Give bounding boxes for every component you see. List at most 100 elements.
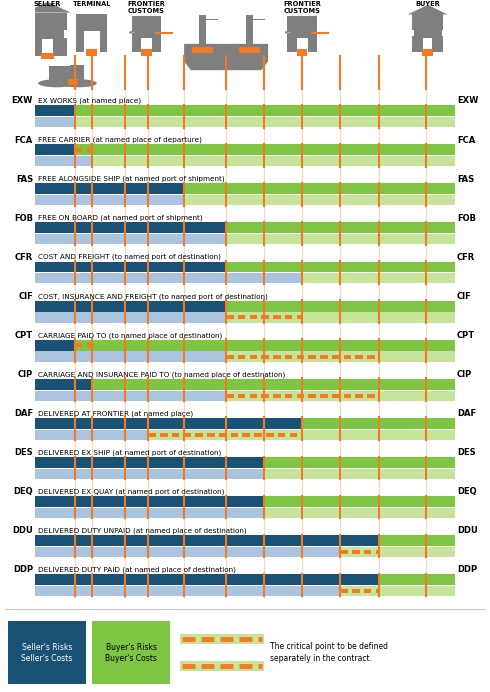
Bar — [422, 50, 433, 56]
Polygon shape — [24, 2, 71, 12]
Bar — [141, 38, 152, 52]
Bar — [49, 66, 72, 81]
Text: DAF: DAF — [14, 409, 33, 418]
Bar — [92, 156, 455, 166]
Bar — [35, 222, 226, 233]
Text: FOB: FOB — [14, 214, 33, 223]
Text: EXW: EXW — [12, 96, 33, 105]
Bar — [341, 586, 379, 596]
Bar — [84, 31, 99, 52]
Text: The critical point to be defined
separately in the contract.: The critical point to be defined separat… — [270, 642, 388, 663]
Bar — [35, 390, 379, 401]
Text: DES: DES — [457, 448, 476, 457]
Bar — [75, 105, 455, 116]
Bar — [226, 312, 302, 322]
Text: COST AND FREIGHT (to named port of destination): COST AND FREIGHT (to named port of desti… — [38, 254, 221, 260]
Bar — [35, 156, 92, 166]
Bar — [199, 19, 218, 21]
Text: DDU: DDU — [12, 527, 33, 536]
Bar — [184, 195, 455, 206]
Circle shape — [38, 79, 76, 87]
Text: DEQ: DEQ — [13, 487, 33, 496]
Text: DELIVERED AT FRONTIER (at named place): DELIVERED AT FRONTIER (at named place) — [38, 410, 194, 417]
Bar — [226, 390, 379, 401]
Text: FREE ALONGSIDE SHIP (at named port of shipment): FREE ALONGSIDE SHIP (at named port of sh… — [38, 176, 225, 183]
Bar — [92, 621, 170, 684]
Bar — [75, 340, 92, 351]
Bar — [35, 195, 184, 206]
Text: FOB: FOB — [457, 214, 476, 223]
Bar — [379, 352, 455, 362]
Bar — [35, 273, 302, 284]
Bar — [35, 340, 92, 351]
Text: CFR: CFR — [457, 253, 475, 262]
Bar — [35, 117, 75, 127]
Circle shape — [129, 32, 137, 33]
Text: DDP: DDP — [457, 565, 477, 574]
Bar — [246, 15, 253, 53]
Text: CARRIAGE PAID TO (to named place of destination): CARRIAGE PAID TO (to named place of dest… — [38, 332, 222, 338]
Bar — [226, 352, 379, 362]
Polygon shape — [408, 5, 448, 15]
Bar — [35, 145, 92, 155]
Bar — [35, 547, 379, 557]
Bar — [76, 15, 107, 52]
Bar — [264, 457, 455, 468]
Bar — [264, 508, 455, 518]
Bar — [35, 352, 379, 362]
Bar — [35, 312, 302, 322]
Text: DES: DES — [14, 448, 33, 457]
Bar — [379, 535, 455, 546]
Bar — [246, 19, 265, 21]
Bar — [302, 312, 455, 322]
Bar — [441, 30, 448, 36]
Text: DELIVERED EX QUAY (at named port of destination): DELIVERED EX QUAY (at named port of dest… — [38, 489, 225, 495]
Bar — [92, 145, 455, 155]
Bar — [69, 79, 78, 84]
Text: FAS: FAS — [16, 174, 33, 183]
Bar — [141, 50, 151, 56]
Text: CPT: CPT — [15, 331, 33, 340]
Text: CIP: CIP — [457, 370, 472, 379]
Bar — [184, 183, 455, 194]
Text: Buyer's Risks
Buyer's Costs: Buyer's Risks Buyer's Costs — [105, 643, 157, 663]
Bar — [226, 234, 455, 244]
Bar — [302, 430, 455, 439]
Bar — [35, 586, 379, 596]
Bar — [379, 547, 455, 557]
Text: CARRIAGE AND INSURANCE PAID TO (to named place of destination): CARRIAGE AND INSURANCE PAID TO (to named… — [38, 371, 286, 378]
Bar — [180, 662, 264, 671]
Text: DELIVERED DUTY PAID (at named place of destination): DELIVERED DUTY PAID (at named place of d… — [38, 567, 236, 573]
Circle shape — [285, 32, 293, 33]
Bar — [311, 32, 329, 34]
Bar — [35, 183, 184, 194]
Circle shape — [59, 79, 97, 87]
Text: Seller's Risks
Seller's Costs: Seller's Risks Seller's Costs — [22, 643, 73, 663]
Text: FREE ON BOARD (at named port of shipment): FREE ON BOARD (at named port of shipment… — [38, 215, 203, 221]
Text: DEQ: DEQ — [457, 487, 477, 496]
Text: FREE CARRIER (at named place of departure): FREE CARRIER (at named place of departur… — [38, 137, 202, 143]
Bar — [264, 496, 455, 507]
Text: EXW: EXW — [457, 96, 478, 105]
Bar — [64, 30, 73, 37]
Text: DELIVERED DUTY UNPAID (at named place of destination): DELIVERED DUTY UNPAID (at named place of… — [38, 527, 247, 534]
Text: COST, INSURANCE AND FREIGHT (to named port of destination): COST, INSURANCE AND FREIGHT (to named po… — [38, 293, 268, 300]
Bar — [75, 117, 455, 127]
Bar — [412, 15, 443, 52]
Bar — [41, 53, 54, 60]
Bar — [302, 418, 455, 429]
Text: FAS: FAS — [457, 174, 474, 183]
Bar — [379, 574, 455, 585]
Bar — [226, 222, 455, 233]
Bar — [199, 15, 206, 53]
Text: DDP: DDP — [13, 565, 33, 574]
Bar — [35, 234, 226, 244]
Text: FCA: FCA — [15, 136, 33, 145]
Bar — [92, 379, 455, 390]
Bar — [379, 390, 455, 401]
Text: DELIVERED EX SHIP (at named port of destination): DELIVERED EX SHIP (at named port of dest… — [38, 449, 221, 456]
Bar — [288, 16, 317, 52]
Bar — [35, 430, 302, 439]
Bar — [75, 145, 92, 155]
Bar — [341, 547, 379, 557]
